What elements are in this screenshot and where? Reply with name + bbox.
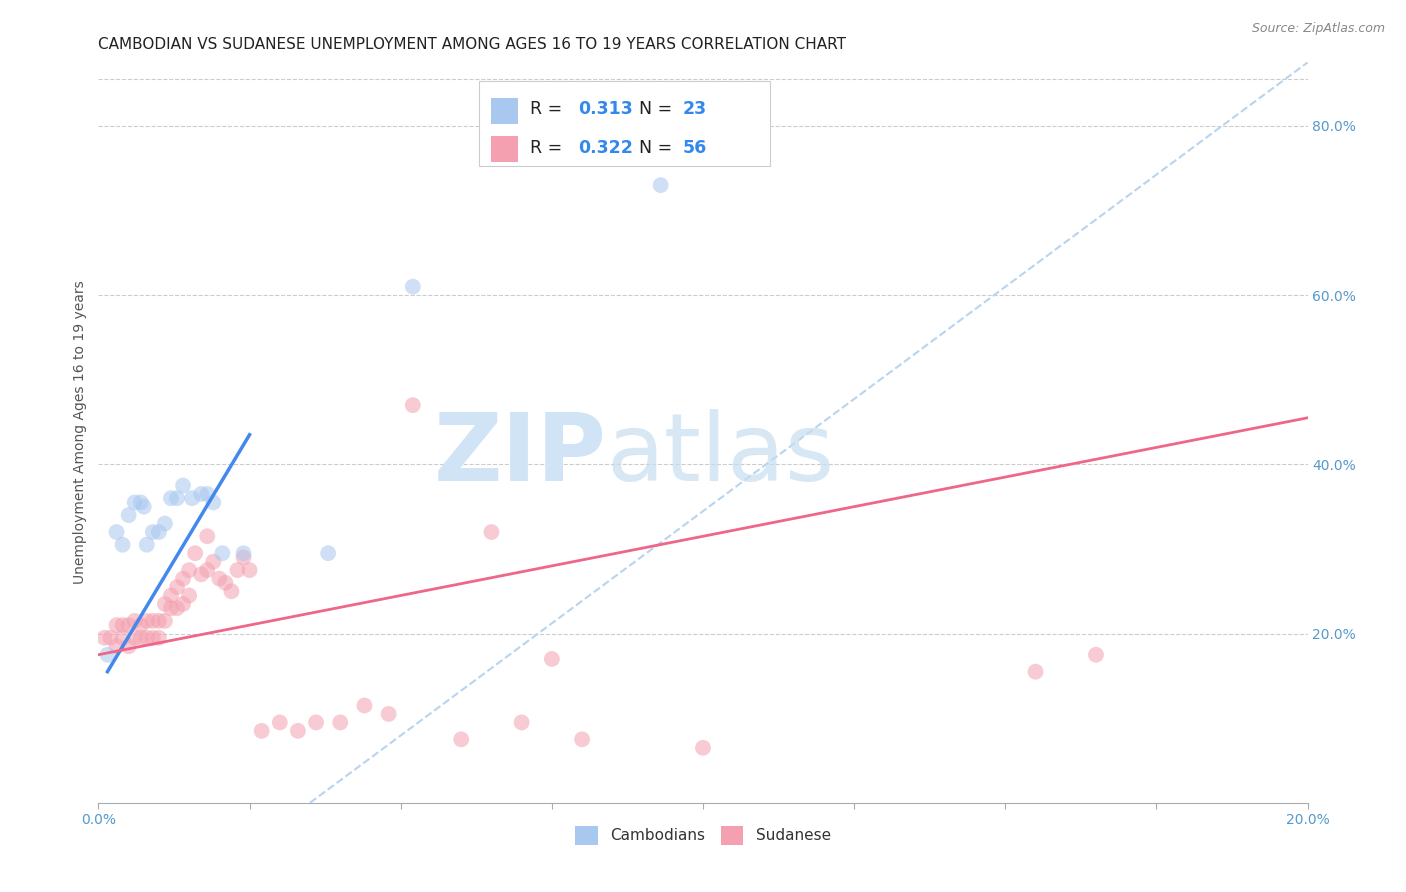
Point <box>166 601 188 615</box>
Point <box>195 563 218 577</box>
Point <box>181 491 204 506</box>
Point <box>1085 648 1108 662</box>
Point <box>269 715 291 730</box>
Point <box>105 618 128 632</box>
Point <box>184 546 207 560</box>
Point <box>402 279 425 293</box>
Point <box>153 516 176 531</box>
Point <box>166 580 188 594</box>
Point <box>132 500 155 514</box>
Point <box>377 706 399 721</box>
Point <box>287 723 309 738</box>
Point <box>402 398 425 412</box>
Point <box>118 508 141 522</box>
Point <box>172 478 194 492</box>
Point <box>142 631 165 645</box>
Point <box>135 538 157 552</box>
Y-axis label: Unemployment Among Ages 16 to 19 years: Unemployment Among Ages 16 to 19 years <box>73 281 87 584</box>
Text: 56: 56 <box>682 138 707 157</box>
Text: N =: N = <box>638 100 678 118</box>
Point <box>190 487 212 501</box>
Point <box>153 614 176 628</box>
Point <box>316 546 339 560</box>
Point <box>214 575 236 590</box>
Point <box>111 631 134 645</box>
Point <box>226 563 249 577</box>
Point <box>232 546 254 560</box>
Point <box>96 648 118 662</box>
Point <box>208 572 231 586</box>
Point <box>124 614 146 628</box>
Text: 0.322: 0.322 <box>578 138 633 157</box>
Legend: Cambodians, Sudanese: Cambodians, Sudanese <box>569 820 837 851</box>
Point <box>153 597 176 611</box>
Point <box>135 614 157 628</box>
Point <box>190 567 212 582</box>
Text: Source: ZipAtlas.com: Source: ZipAtlas.com <box>1251 22 1385 36</box>
Bar <box>492 136 517 162</box>
Point <box>93 631 115 645</box>
FancyBboxPatch shape <box>479 81 769 166</box>
Point <box>221 584 243 599</box>
Point <box>202 555 225 569</box>
Point <box>118 640 141 654</box>
Point <box>239 563 262 577</box>
Point <box>172 597 194 611</box>
Point <box>202 495 225 509</box>
Point <box>160 601 183 615</box>
Text: R =: R = <box>530 138 568 157</box>
Point <box>124 495 146 509</box>
Point <box>195 487 218 501</box>
Bar <box>492 98 517 124</box>
Text: R =: R = <box>530 100 568 118</box>
Point <box>129 631 152 645</box>
Text: 23: 23 <box>682 100 707 118</box>
Point <box>195 529 218 543</box>
Point <box>100 631 122 645</box>
Point <box>142 614 165 628</box>
Point <box>481 524 503 539</box>
Point <box>118 618 141 632</box>
Point <box>305 715 328 730</box>
Text: 0.313: 0.313 <box>578 100 633 118</box>
Point <box>111 618 134 632</box>
Point <box>692 740 714 755</box>
Point <box>135 631 157 645</box>
Point <box>148 524 170 539</box>
Point <box>142 524 165 539</box>
Point <box>129 495 152 509</box>
Point <box>571 732 593 747</box>
Point <box>160 491 183 506</box>
Point <box>250 723 273 738</box>
Point <box>179 563 201 577</box>
Point <box>540 652 562 666</box>
Point <box>450 732 472 747</box>
Point <box>353 698 375 713</box>
Point <box>510 715 533 730</box>
Point <box>105 640 128 654</box>
Point <box>148 614 170 628</box>
Text: CAMBODIAN VS SUDANESE UNEMPLOYMENT AMONG AGES 16 TO 19 YEARS CORRELATION CHART: CAMBODIAN VS SUDANESE UNEMPLOYMENT AMONG… <box>98 37 846 52</box>
Point <box>166 491 188 506</box>
Point <box>148 631 170 645</box>
Point <box>650 178 672 193</box>
Point <box>160 589 183 603</box>
Point <box>232 550 254 565</box>
Text: ZIP: ZIP <box>433 409 606 500</box>
Point <box>111 538 134 552</box>
Point <box>211 546 233 560</box>
Point <box>172 572 194 586</box>
Text: atlas: atlas <box>606 409 835 500</box>
Point <box>179 589 201 603</box>
Point <box>124 631 146 645</box>
Point <box>129 618 152 632</box>
Text: N =: N = <box>638 138 678 157</box>
Point <box>329 715 352 730</box>
Point <box>1024 665 1046 679</box>
Point <box>105 524 128 539</box>
